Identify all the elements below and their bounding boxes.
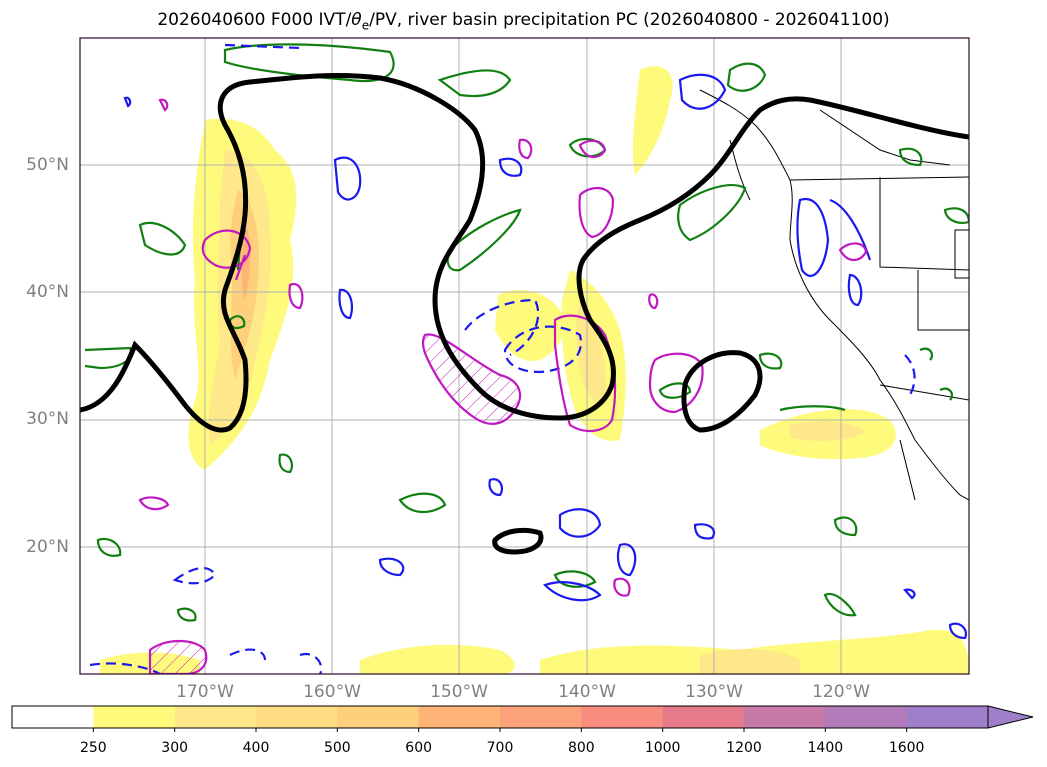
colorbar-tick-label: 1200 <box>726 740 762 756</box>
colorbar-segment <box>256 706 338 728</box>
colorbar-tick-label: 700 <box>486 740 514 756</box>
colorbar-segment <box>825 706 908 728</box>
colorbar-tick-label: 600 <box>405 740 433 756</box>
lon-label-150w: 150°W <box>430 682 488 702</box>
colorbar-extend-arrow <box>987 705 1034 729</box>
colorbar-segment <box>174 706 257 728</box>
colorbar-segment <box>500 706 582 728</box>
colorbar-tick-label: 1600 <box>888 740 925 756</box>
lat-label-30n: 30°N <box>26 409 69 429</box>
colorbar-segment <box>93 706 176 728</box>
lon-label-160w: 160°W <box>303 682 361 702</box>
lon-label-120w: 120°W <box>812 682 870 702</box>
colorbar <box>11 705 1034 732</box>
lat-label-20n: 20°N <box>26 537 69 557</box>
colorbar-segment <box>12 706 94 728</box>
map-frame <box>79 37 970 675</box>
colorbar-tick-label: 300 <box>161 740 189 756</box>
colorbar-segment <box>906 706 989 728</box>
colorbar-tick-label: 250 <box>79 740 107 756</box>
pv-contour <box>80 72 969 555</box>
colorbar-segment <box>418 706 501 728</box>
lon-label-130w: 130°W <box>685 682 743 702</box>
colorbar-segment <box>337 706 420 728</box>
lat-label-40n: 40°N <box>26 282 69 302</box>
colorbar-tick-label: 800 <box>567 740 595 756</box>
colorbar-tick-label: 1000 <box>644 740 681 756</box>
colorbar-segment <box>744 706 826 728</box>
lon-label-140w: 140°W <box>558 682 616 702</box>
ivt-shading <box>100 66 969 674</box>
map-title: 2026040600 F000 IVT/θe/PV, river basin p… <box>157 10 890 33</box>
lat-label-50n: 50°N <box>26 155 69 175</box>
colorbar-segment <box>662 706 745 728</box>
colorbar-tick-label: 500 <box>323 740 351 756</box>
colorbar-tick-label: 400 <box>242 740 270 756</box>
colorbar-segment <box>581 706 664 728</box>
lon-label-170w: 170°W <box>176 682 234 702</box>
colorbar-tick-label: 1400 <box>807 740 844 756</box>
